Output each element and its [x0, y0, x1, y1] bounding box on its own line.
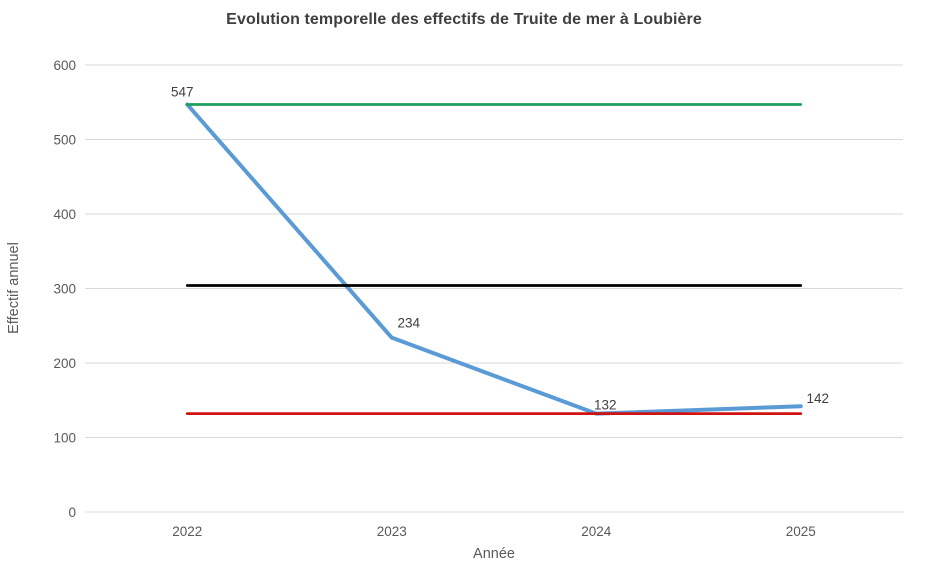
gridlines	[85, 64, 903, 513]
data-label: 547	[171, 84, 194, 99]
x-tick-label: 2022	[172, 524, 202, 539]
data-label: 132	[594, 398, 617, 413]
y-tick-label: 200	[53, 356, 76, 371]
y-tick-label: 100	[53, 431, 76, 446]
series-line-effectif-annuel	[185, 102, 803, 416]
y-tick-label: 400	[53, 207, 76, 222]
y-axis-title: Effectif annuel	[6, 242, 22, 334]
x-tick-label: 2024	[581, 524, 612, 539]
y-tick-label: 500	[53, 133, 76, 148]
x-axis-tick-labels: 2022 2023 2024 2025	[172, 524, 816, 539]
data-labels: 547 234 132 142	[171, 84, 829, 412]
x-tick-label: 2023	[377, 524, 407, 539]
x-axis-title: Année	[473, 546, 515, 562]
y-tick-label: 600	[53, 58, 76, 73]
y-axis-tick-labels: 0 100 200 300 400 500 600	[53, 58, 76, 520]
series-lines	[185, 102, 803, 416]
data-label: 142	[806, 391, 829, 406]
y-tick-label: 300	[53, 282, 76, 297]
data-label: 234	[397, 316, 420, 331]
x-tick-label: 2025	[786, 524, 816, 539]
chart-title: Evolution temporelle des effectifs de Tr…	[226, 11, 702, 28]
y-tick-label: 0	[68, 505, 76, 520]
